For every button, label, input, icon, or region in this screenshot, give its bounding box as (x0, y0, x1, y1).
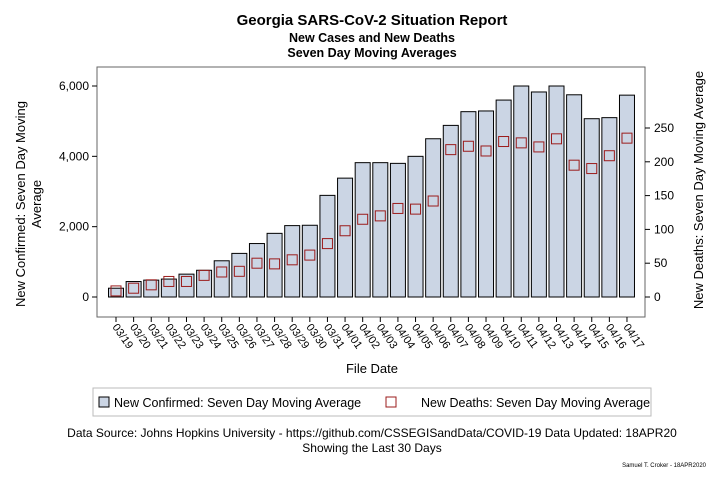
y-left-tick-label: 4,000 (59, 149, 89, 163)
marker-04/17 (621, 132, 633, 144)
bar-04/13 (548, 85, 565, 298)
left-axis: 0 2,000 4,000 6,000 (59, 79, 97, 304)
legend-label-markers: New Deaths: Seven Day Moving Average (421, 396, 650, 410)
marker-03/30 (304, 249, 316, 261)
marker-04/14 (568, 159, 580, 171)
bar-04/04 (389, 162, 406, 298)
marker-03/26 (233, 265, 245, 277)
marker-03/31 (321, 238, 333, 250)
bar-04/15 (583, 118, 600, 298)
y-right-tick-label: 50 (654, 256, 668, 270)
marker-04/05 (410, 203, 422, 215)
marker-04/16 (603, 150, 615, 162)
bar-04/10 (495, 99, 512, 298)
y-right-tick-label: 200 (654, 155, 674, 169)
chart-subtitle-2: Seven Day Moving Averages (287, 46, 456, 60)
marker-04/09 (480, 145, 492, 157)
marker-04/10 (498, 136, 510, 148)
bar-03/29 (284, 225, 301, 298)
footer-source: Data Source: Johns Hopkins University - … (67, 426, 677, 440)
chart-subtitle-1: New Cases and New Deaths (289, 31, 455, 45)
y-right-tick-label: 150 (654, 189, 674, 203)
y-left-tick-label: 6,000 (59, 79, 89, 93)
bar-03/31 (319, 194, 336, 298)
marker-03/19 (110, 285, 122, 297)
right-axis: 0 50 100 150 200 250 (645, 121, 674, 304)
marker-04/04 (392, 202, 404, 214)
marker-03/27 (251, 257, 263, 269)
y-right-tick-label: 250 (654, 121, 674, 135)
markers-group (110, 132, 633, 297)
y-axis-left-label-line-1: New Confirmed: Seven Day Moving (13, 101, 28, 307)
chart-title: Georgia SARS-CoV-2 Situation Report (237, 12, 508, 29)
bars-group (108, 85, 635, 298)
y-axis-left-label-line-2: Average (29, 180, 44, 228)
y-left-tick-label: 2,000 (59, 220, 89, 234)
legend-frame (92, 387, 652, 417)
y-right-tick-label: 0 (654, 290, 661, 304)
x-axis-label: File Date (346, 361, 398, 376)
bar-03/28 (266, 232, 283, 298)
legend-swatch-markers (385, 396, 397, 408)
bar-04/08 (460, 111, 477, 298)
marker-04/01 (339, 225, 351, 237)
bar-04/03 (372, 162, 389, 298)
bar-03/23 (178, 273, 195, 298)
marker-04/02 (357, 213, 369, 225)
bar-04/07 (442, 124, 459, 298)
bar-04/06 (425, 138, 442, 298)
y-right-tick-label: 100 (654, 222, 674, 236)
bar-03/26 (231, 252, 248, 298)
marker-03/29 (286, 254, 298, 266)
marker-04/08 (462, 140, 474, 152)
legend: New Confirmed: Seven Day Moving Average … (92, 387, 652, 417)
bar-04/17 (618, 94, 635, 298)
marker-03/25 (216, 266, 228, 278)
marker-04/07 (445, 144, 457, 156)
bar-03/22 (160, 278, 177, 298)
bar-03/19 (108, 287, 124, 298)
bar-03/25 (213, 260, 230, 298)
plot-area (96, 66, 646, 318)
legend-swatch-bars (98, 396, 110, 408)
bar-04/14 (566, 94, 583, 298)
bar-04/09 (478, 110, 495, 298)
marker-03/28 (269, 258, 281, 270)
bar-04/11 (513, 85, 530, 298)
bar-04/12 (530, 91, 547, 298)
bar-04/16 (601, 117, 618, 298)
marker-03/24 (198, 269, 210, 281)
bar-03/27 (248, 243, 265, 298)
marker-04/06 (427, 195, 439, 207)
legend-label-bars: New Confirmed: Seven Day Moving Average (114, 396, 361, 410)
marker-04/15 (586, 163, 598, 175)
bar-04/01 (337, 177, 354, 298)
bar-04/05 (407, 155, 424, 298)
bar-03/30 (301, 224, 318, 298)
y-left-tick-label: 0 (82, 290, 89, 304)
marker-03/21 (145, 279, 157, 291)
marker-03/20 (128, 282, 140, 294)
marker-03/23 (180, 275, 192, 287)
x-axis: 03/1903/2003/2103/2203/2303/2403/2503/26… (110, 317, 646, 351)
marker-04/03 (374, 210, 386, 222)
bar-04/02 (354, 162, 371, 298)
marker-04/11 (515, 137, 527, 149)
marker-04/13 (551, 133, 562, 145)
marker-04/12 (533, 141, 545, 153)
marker-03/22 (163, 275, 175, 287)
y-axis-right-label: New Deaths: Seven Day Moving Average (691, 71, 706, 309)
footer-credit: Samuel T. Croker - 18APR2020 (622, 463, 707, 469)
footer-range: Showing the Last 30 Days (302, 441, 441, 455)
